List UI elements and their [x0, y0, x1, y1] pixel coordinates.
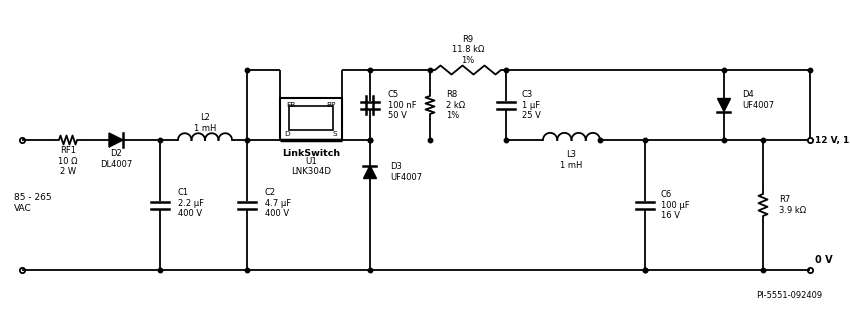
- Text: 0 V: 0 V: [815, 255, 833, 265]
- Text: R9
11.8 kΩ
1%: R9 11.8 kΩ 1%: [452, 35, 484, 65]
- Text: PI-5551-092409: PI-5551-092409: [756, 292, 822, 301]
- Text: C5
100 nF
50 V: C5 100 nF 50 V: [388, 90, 416, 120]
- Text: L3
1 mH: L3 1 mH: [560, 150, 583, 170]
- Text: U1: U1: [305, 157, 317, 167]
- Text: D3
UF4007: D3 UF4007: [390, 162, 422, 182]
- Text: C3
1 µF
25 V: C3 1 µF 25 V: [522, 90, 541, 120]
- Text: C6
100 µF
16 V: C6 100 µF 16 V: [661, 190, 689, 220]
- Bar: [289, 106, 333, 130]
- Polygon shape: [109, 133, 123, 147]
- Polygon shape: [717, 99, 730, 112]
- Text: LinkSwitch: LinkSwitch: [282, 149, 340, 157]
- Text: R8
2 kΩ
1%: R8 2 kΩ 1%: [446, 90, 465, 120]
- Text: L2
1 mH: L2 1 mH: [194, 113, 216, 133]
- Text: C1
2.2 µF
400 V: C1 2.2 µF 400 V: [178, 188, 204, 218]
- FancyBboxPatch shape: [280, 98, 342, 140]
- Text: S: S: [332, 131, 337, 137]
- Text: 12 V, 110 mA: 12 V, 110 mA: [815, 135, 850, 144]
- Polygon shape: [364, 165, 377, 178]
- Text: BP: BP: [326, 102, 336, 108]
- Text: D4
UF4007: D4 UF4007: [742, 90, 774, 110]
- Text: R7
3.9 kΩ: R7 3.9 kΩ: [779, 195, 806, 215]
- Text: D2
DL4007: D2 DL4007: [99, 149, 132, 169]
- Text: RF1
10 Ω
2 W: RF1 10 Ω 2 W: [59, 146, 77, 176]
- Text: C2
4.7 µF
400 V: C2 4.7 µF 400 V: [265, 188, 291, 218]
- Text: 85 - 265
VAC: 85 - 265 VAC: [14, 193, 52, 213]
- Text: LNK304D: LNK304D: [291, 167, 331, 176]
- Text: D: D: [284, 131, 290, 137]
- Text: FB: FB: [286, 102, 296, 108]
